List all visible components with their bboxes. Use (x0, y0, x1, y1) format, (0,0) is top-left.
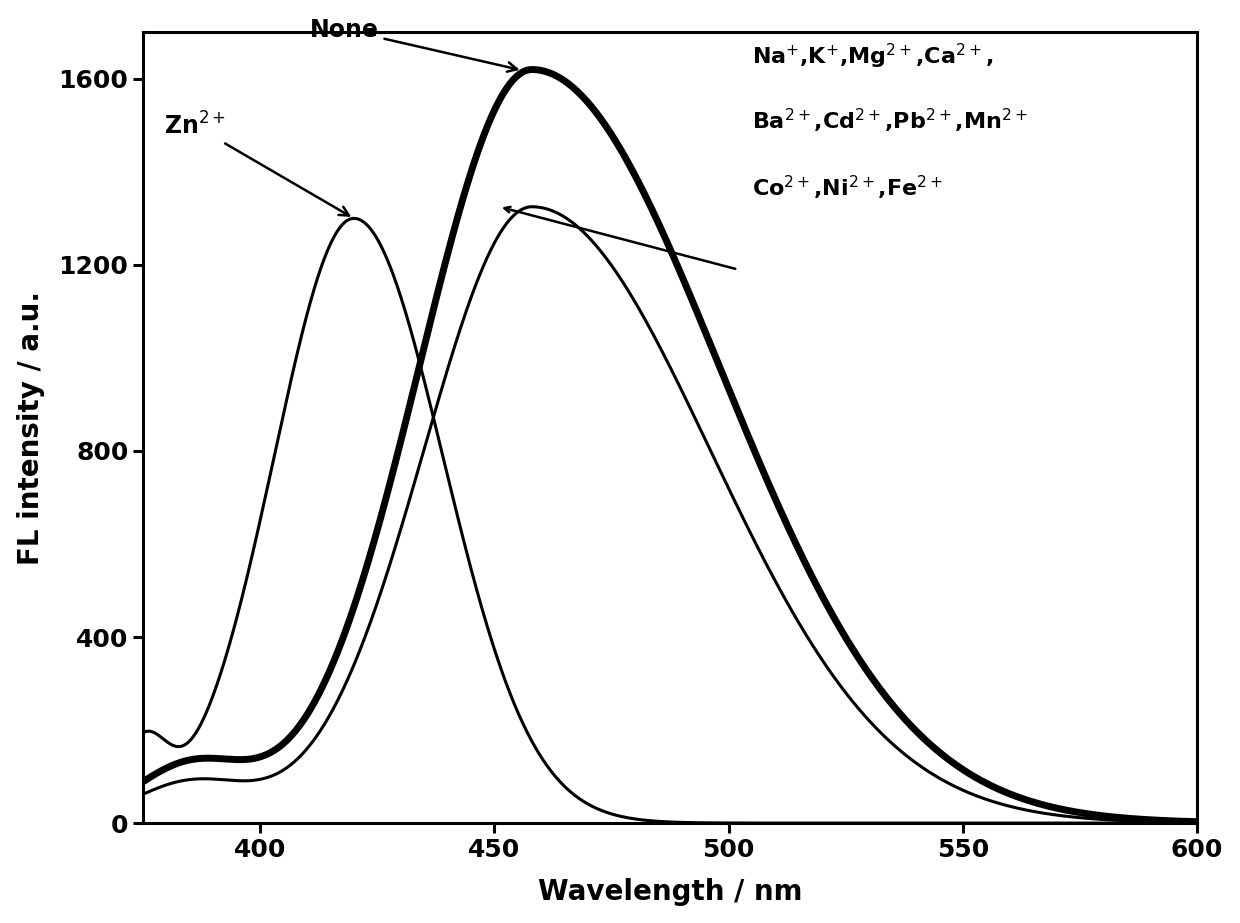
Text: None: None (310, 18, 517, 72)
Text: Zn$^{2+}$: Zn$^{2+}$ (164, 112, 348, 216)
Text: Na$^{+}$,K$^{+}$,Mg$^{2+}$,Ca$^{2+}$,: Na$^{+}$,K$^{+}$,Mg$^{2+}$,Ca$^{2+}$, (753, 42, 993, 71)
Text: Co$^{2+}$,Ni$^{2+}$,Fe$^{2+}$: Co$^{2+}$,Ni$^{2+}$,Fe$^{2+}$ (753, 174, 944, 202)
Y-axis label: FL intensity / a.u.: FL intensity / a.u. (16, 291, 45, 565)
X-axis label: Wavelength / nm: Wavelength / nm (538, 879, 802, 906)
Text: Ba$^{2+}$,Cd$^{2+}$,Pb$^{2+}$,Mn$^{2+}$: Ba$^{2+}$,Cd$^{2+}$,Pb$^{2+}$,Mn$^{2+}$ (753, 107, 1028, 135)
